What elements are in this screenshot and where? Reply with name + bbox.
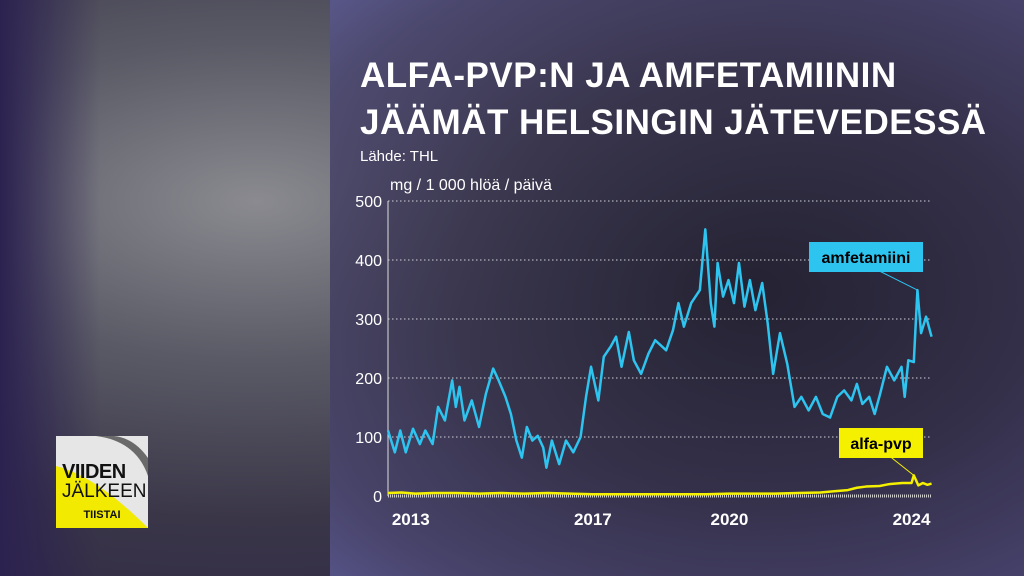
y-tick-label: 500: [355, 194, 382, 211]
x-tick-label: 2017: [574, 510, 612, 529]
logo-line-1: VIIDEN: [62, 461, 126, 483]
series-line-alfa-pvp: [387, 474, 932, 496]
y-tick-label: 200: [355, 371, 382, 388]
y-tick-label: 400: [355, 253, 382, 270]
y-axis-label: mg / 1 000 hlöä / päivä: [390, 177, 552, 194]
logo-line-3: TIISTAI: [83, 509, 121, 521]
y-tick-label: 300: [355, 312, 382, 329]
legend-label-box: [839, 428, 923, 458]
x-tick-label: 2020: [711, 510, 749, 529]
series-line-amfetamiini: [386, 228, 933, 469]
title-line-1: ALFA-PVP:N JA AMFETAMIININ: [360, 56, 897, 95]
show-logo: VIIDEN JÄLKEEN TIISTAI: [56, 436, 148, 528]
legend-label: amfetamiini: [822, 250, 911, 267]
legend-label: alfa-pvp: [850, 436, 912, 453]
source-label: Lähde: THL: [360, 148, 439, 165]
y-tick-label: 100: [355, 430, 382, 447]
x-tick-label: 2013: [392, 510, 430, 529]
logo-line-2: JÄLKEEN: [62, 481, 147, 502]
title-line-2: JÄÄMÄT HELSINGIN JÄTEVEDESSÄ: [360, 103, 987, 142]
callout-leader: [877, 269, 918, 291]
background-photo-right: [330, 0, 1024, 576]
y-tick-label: 0: [373, 489, 382, 506]
callout-leader: [889, 455, 915, 476]
legend-label-box: [809, 242, 923, 272]
x-tick-label: 2024: [893, 510, 931, 529]
logo-graphic: [56, 436, 148, 528]
chart-title: ALFA-PVP:N JA AMFETAMIININ JÄÄMÄT HELSIN…: [360, 52, 987, 146]
